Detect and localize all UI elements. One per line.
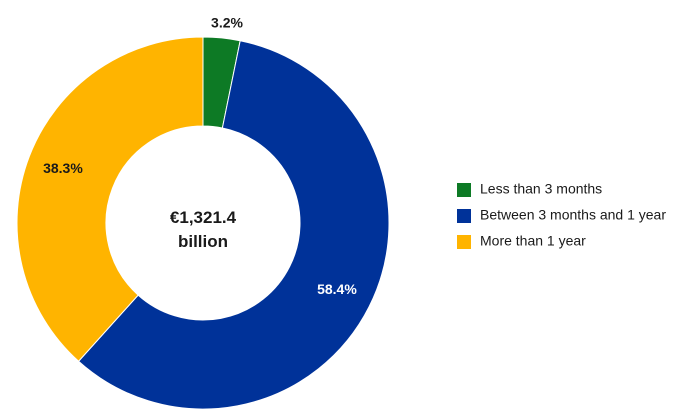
donut-center: €1,321.4 billion [170,208,237,251]
donut-slices [16,36,390,410]
donut-slice-3 [16,36,204,362]
legend-swatch-3 [457,235,471,249]
donut-slice-2 [77,40,390,410]
slice-value-label-1: 3.2% [211,15,243,31]
slice-value-labels: 3.2% 58.4% 38.3% [43,15,357,298]
center-total-unit: billion [178,232,228,251]
slice-value-label-2: 58.4% [317,281,357,297]
center-total-value: €1,321.4 [170,208,237,227]
legend-label-3: More than 1 year [480,233,586,249]
legend-swatch-1 [457,183,471,197]
legend-swatch-2 [457,209,471,223]
slice-value-label-3: 38.3% [43,160,83,176]
legend-label-2: Between 3 months and 1 year [480,207,666,223]
legend: Less than 3 months Between 3 months and 1… [457,181,666,249]
legend-label-1: Less than 3 months [480,181,602,197]
